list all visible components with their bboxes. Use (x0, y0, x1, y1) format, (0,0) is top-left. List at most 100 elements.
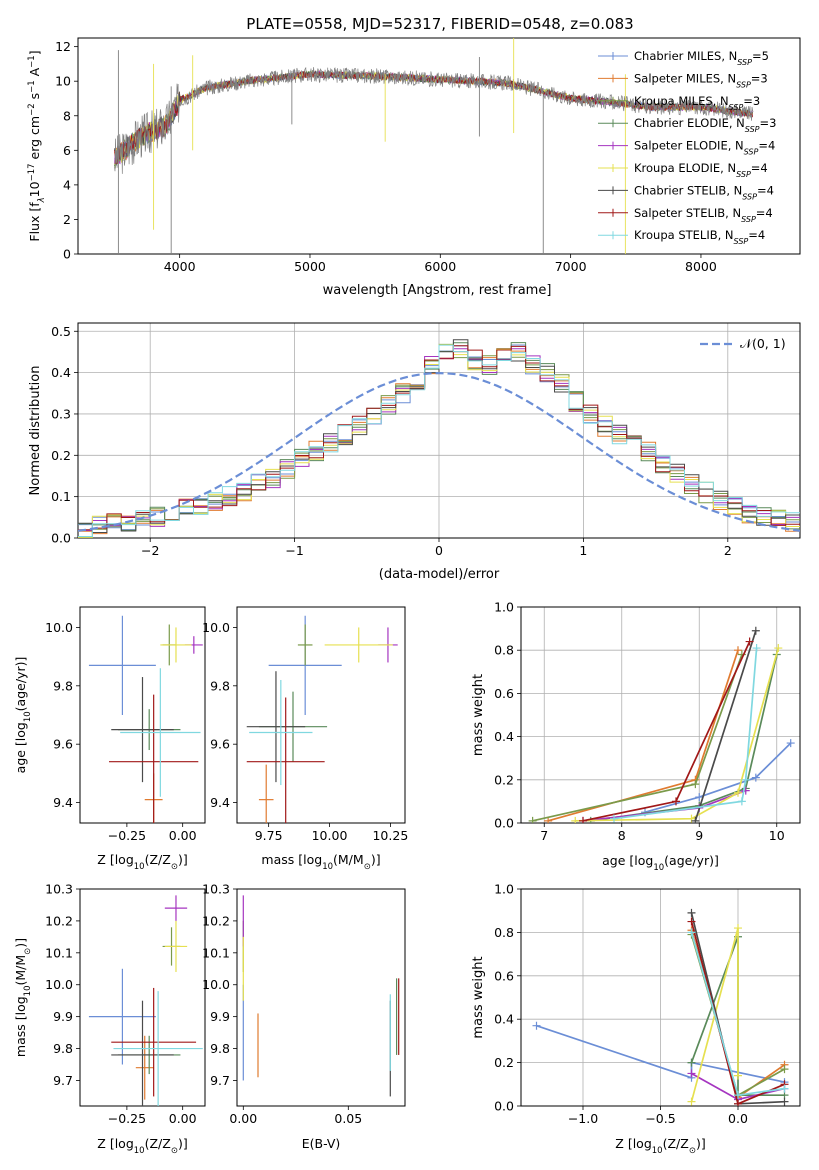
y-tick-label: 8 (63, 108, 71, 123)
axes-frame (236, 606, 406, 824)
x-axis-label: Z [log10(Z/Z⊙)] (97, 1136, 187, 1156)
y-tick-label: 1.0 (494, 600, 514, 615)
x-tick-label: 0.00 (169, 828, 197, 843)
y-tick-label: 9.8 (210, 1041, 230, 1056)
y-tick-label: 9.4 (53, 795, 73, 810)
weight-marker (780, 1065, 789, 1074)
weight-marker (745, 637, 754, 646)
y-tick-label: 10.0 (202, 620, 230, 635)
y-tick-label: 0.4 (494, 729, 514, 744)
x-tick-label: 9.75 (255, 828, 283, 843)
x-tick-label: 8 (618, 828, 626, 843)
weight-marker (734, 1071, 742, 1080)
y-tick-label: 0.4 (494, 1012, 514, 1027)
y-tick-label: 9.8 (53, 678, 73, 693)
weight-marker (687, 928, 696, 937)
y-tick-label: 0.2 (51, 448, 71, 463)
y-tick-label: 10.1 (45, 945, 73, 960)
weight-marker (687, 1097, 696, 1106)
y-tick-label: 10.2 (45, 913, 73, 928)
legend-label: Kroupa MILES, NSSP=3 (634, 94, 760, 112)
spectrum-panel: 4000 5000 6000 7000 8000 0 2 4 6 8 10 12 Chabrier MI… (27, 37, 801, 298)
weight-marker (737, 797, 746, 806)
y-axis-label: Normed distribution (28, 366, 43, 496)
y-axis-label: mass weight (471, 956, 486, 1038)
y-tick-label: 0.0 (494, 1099, 514, 1114)
weight-line-chabrier-miles (644, 742, 792, 814)
x-tick-label: −0.5 (645, 1111, 675, 1126)
x-tick-label: 9 (695, 828, 703, 843)
x-axis-label: E(B-V) (302, 1136, 341, 1151)
weight-marker (741, 775, 750, 784)
weight-marker (752, 644, 761, 653)
weight-marker (672, 797, 680, 806)
legend-label: Kroupa ELODIE, NSSP=4 (634, 161, 768, 179)
x-axis-label: age [log10(age/yr)] (602, 853, 719, 873)
gaussian-legend-label: 𝒩(0, 1) (740, 336, 786, 351)
y-axis-label: mass weight (471, 674, 486, 756)
x-tick-label: −0.25 (108, 1111, 146, 1126)
x-axis-label: (data-model)/error (379, 567, 500, 582)
y-axis-label: Flux [fλ10−17 erg cm−2 s−1 A−1] (27, 50, 47, 241)
legend-label: Kroupa STELIB, NSSP=4 (634, 228, 765, 246)
z-weight-panel: −1.0 −0.5 0.0 0.0 0.2 0.4 0.6 0.8 1.0 Z [log10(Z/… (471, 882, 801, 1156)
weight-marker (571, 816, 580, 823)
x-tick-label: 5000 (294, 259, 326, 274)
weight-marker (780, 1084, 789, 1093)
x-tick-label: 0.00 (169, 1111, 197, 1126)
legend-label: Salpeter STELIB, NSSP=4 (634, 206, 773, 224)
spectrum-data (114, 66, 754, 174)
y-tick-label: 10.3 (202, 882, 230, 897)
x-tick-label: 7 (540, 828, 548, 843)
y-tick-label: 12 (55, 39, 71, 54)
y-axis-label: age [log10(age/yr)] (13, 657, 33, 774)
y-axis-label: mass [log10(M/M⊙)] (13, 938, 33, 1057)
x-tick-label: 0.0 (728, 1111, 748, 1126)
mass-age-panel: 9.75 10.00 10.25 9.4 9.6 9.8 10.0 mass [log10(M… (202, 606, 408, 872)
residual-panel: −2 −1 0 1 2 0.0 0.1 0.2 0.3 0.4 0.5 𝒩(0, 1) (data-mo… (28, 322, 801, 582)
axes-frame (79, 606, 206, 824)
weight-marker (528, 816, 537, 823)
y-tick-label: 6 (63, 143, 71, 158)
x-tick-label: 10.25 (372, 828, 408, 843)
weight-line-chabrier-stelib (694, 630, 757, 822)
y-tick-label: 9.7 (210, 1073, 230, 1088)
y-tick-label: 0.0 (51, 531, 71, 546)
x-tick-label: −1 (285, 543, 303, 558)
y-tick-label: 10.0 (202, 977, 230, 992)
x-tick-label: 0.00 (229, 1111, 257, 1126)
y-tick-label: 9.9 (53, 1009, 73, 1024)
x-tick-label: 6000 (424, 259, 456, 274)
y-tick-label: 9.7 (53, 1073, 73, 1088)
weight-marker (734, 1091, 742, 1100)
x-tick-label: 0 (435, 543, 443, 558)
z-mass-panel: −0.25 0.00 9.7 9.8 9.9 10.0 10.1 10.2 10.3 Z [log… (13, 882, 206, 1156)
weight-marker (579, 816, 587, 823)
legend-label: Salpeter MILES, NSSP=3 (634, 71, 768, 89)
legend-label: Salpeter ELODIE, NSSP=4 (634, 139, 775, 157)
weight-marker (780, 1097, 789, 1106)
hist-kroupa-stelib (78, 344, 800, 537)
axes-frame (77, 37, 801, 255)
y-tick-label: 4 (63, 177, 71, 192)
y-tick-label: 0.5 (51, 324, 71, 339)
x-tick-label: 1 (579, 543, 587, 558)
weight-marker (687, 908, 696, 917)
weight-marker (544, 816, 553, 823)
weight-line-kroupa-stelib (613, 647, 758, 820)
x-tick-label: 10 (769, 828, 785, 843)
y-tick-label: 10.0 (45, 977, 73, 992)
y-tick-label: 9.4 (210, 795, 230, 810)
x-tick-label: 0.05 (334, 1111, 362, 1126)
y-tick-label: 10.0 (45, 620, 73, 635)
legend-label: Chabrier ELODIE, NSSP=3 (634, 116, 776, 134)
weight-marker (751, 626, 760, 635)
y-tick-label: 10.1 (202, 945, 230, 960)
y-tick-label: 1.0 (494, 882, 514, 897)
y-tick-label: 9.6 (210, 737, 230, 752)
weight-marker (751, 773, 760, 782)
x-axis-label: mass [log10(M/M⊙)] (261, 852, 380, 872)
weight-marker (786, 739, 795, 748)
y-tick-label: 2 (63, 212, 71, 227)
weight-marker (532, 1021, 541, 1030)
